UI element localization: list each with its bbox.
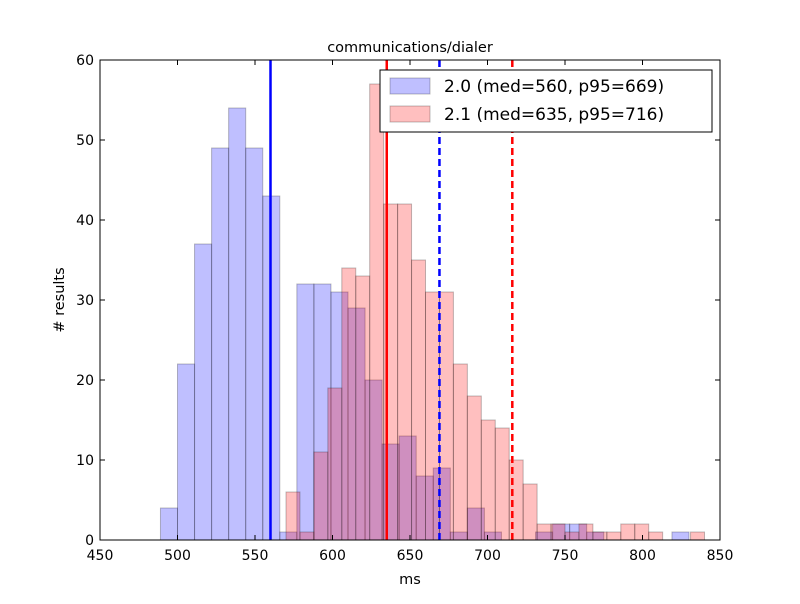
histogram-bar-series-2	[466, 395, 482, 541]
histogram-bar-series-2	[578, 523, 594, 541]
x-tick-label: 450	[87, 548, 114, 564]
y-tick-label: 40	[76, 213, 94, 229]
histogram-bar-series-2	[494, 427, 510, 541]
y-tick-label: 10	[76, 453, 94, 469]
histogram-bar-series-1	[194, 243, 213, 541]
histogram-bar-series-2	[648, 531, 664, 541]
legend: 2.0 (med=560, p95=669) 2.1 (med=635, p95=…	[379, 69, 713, 133]
histogram-bar-series-2	[355, 275, 371, 541]
x-axis-label: ms	[399, 572, 421, 588]
histogram-bar-series-2	[620, 523, 636, 541]
histogram-bar-series-1	[228, 107, 247, 541]
histogram-bar-series-2	[411, 259, 426, 541]
histogram-bar-series-2	[369, 83, 385, 541]
x-tick-label: 500	[164, 548, 191, 564]
legend-box	[379, 69, 713, 133]
legend-swatch-series-2	[389, 105, 431, 123]
histogram-bar-series-2	[438, 291, 454, 541]
histogram-bar-series-2	[522, 483, 538, 541]
histogram-bar-series-2	[550, 523, 566, 541]
legend-label-series-1: 2.0 (med=560, p95=669)	[444, 77, 664, 97]
histogram-bar-series-2	[480, 419, 496, 541]
y-tick-label: 30	[76, 293, 94, 309]
histogram-bar-series-2	[285, 491, 301, 541]
x-tick-label: 850	[707, 548, 734, 564]
histogram-bar-series-1	[211, 147, 230, 541]
x-tick-label: 650	[397, 548, 424, 564]
histogram-bar-series-2	[341, 267, 357, 541]
histogram-bar-series-2	[425, 291, 440, 541]
x-tick-label: 750	[552, 548, 579, 564]
x-tick-label: 800	[629, 548, 656, 564]
histogram-bar-series-1	[245, 147, 264, 541]
histogram-bar-series-2	[564, 531, 580, 541]
y-tick-label: 50	[76, 133, 94, 149]
histogram-bar-series-2	[592, 531, 608, 541]
histogram-bar-series-1	[159, 507, 178, 541]
histogram-bar-series-2	[313, 451, 329, 541]
chart-title: communications/dialer	[327, 40, 493, 56]
y-tick-label: 0	[85, 533, 94, 549]
x-tick-label: 700	[474, 548, 501, 564]
bars-layer	[159, 83, 705, 541]
histogram-bar-series-2	[606, 531, 622, 541]
legend-swatch-series-1	[389, 77, 431, 95]
histogram-bar-series-2	[397, 203, 413, 541]
y-tick-label: 20	[76, 373, 94, 389]
histogram-bar-series-1	[671, 531, 690, 541]
legend-label-series-2: 2.1 (med=635, p95=716)	[444, 105, 664, 125]
histogram-bar-series-2	[327, 387, 343, 541]
reference-lines-layer	[269, 60, 514, 540]
histogram-bar-series-2	[299, 531, 315, 541]
x-tick-label: 600	[319, 548, 346, 564]
y-tick-label: 60	[76, 53, 94, 69]
histogram-bar-series-2	[634, 523, 650, 541]
ticks-layer: 450 500 550 600 650 700 750 800 850 0 10 20 30 40 50 60	[76, 53, 733, 564]
histogram-bar-series-2	[536, 523, 552, 541]
histogram-bar-series-1	[177, 363, 196, 541]
x-tick-label: 550	[242, 548, 269, 564]
histogram-bar-series-2	[452, 363, 468, 541]
histogram-bar-series-2	[690, 531, 705, 541]
y-axis-label: # results	[52, 267, 68, 332]
